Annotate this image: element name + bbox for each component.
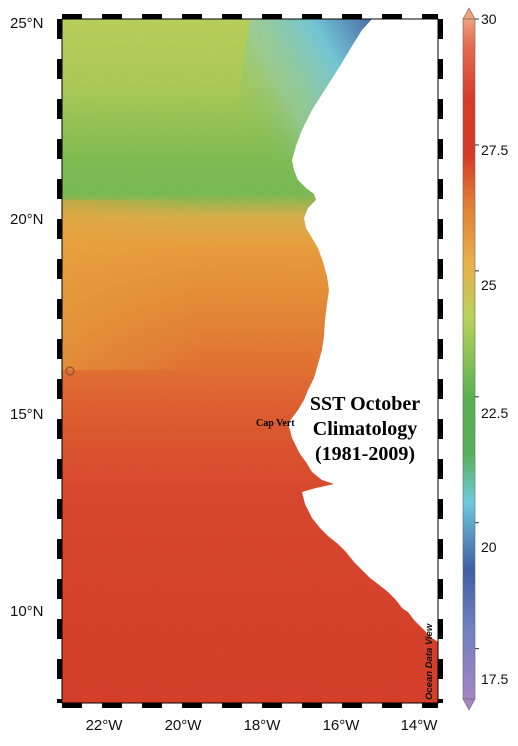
frame-tick-bottom [102,703,122,708]
frame-tick-right [438,179,443,199]
frame-tick-right [438,59,443,79]
frame-tick-right [438,259,443,279]
frame-tick-top [62,14,82,19]
lon-label-18w: 18°W [244,717,282,734]
frame-tick-left [57,419,62,439]
title-line-1: SST October [310,393,420,415]
frame-tick-bottom [302,703,322,708]
frame-tick-bottom [342,703,362,708]
frame-tick-right [438,699,443,703]
cap-vert-label: Cap Vert [256,418,295,429]
frame-tick-right [438,579,443,599]
frame-tick-left [57,19,62,39]
colorbar: 30 27.5 25 22.5 20 17.5 [462,7,508,711]
lon-label-20w: 20°W [165,717,203,734]
frame-tick-left [57,259,62,279]
ocean-data-view-watermark: Ocean Data View [424,623,435,700]
frame-tick-right [438,379,443,399]
frame-tick-top [102,14,122,19]
cb-label-30: 30 [481,11,497,27]
frame-tick-left [57,659,62,679]
lon-label-22w: 22°W [86,717,124,734]
frame-tick-left [57,699,62,703]
colorbar-ticks [475,18,479,650]
frame-tick-top [222,14,242,19]
frame-tick-right [438,19,443,39]
frame-tick-top [262,14,282,19]
frame-tick-top [422,14,438,19]
frame-tick-left [57,579,62,599]
cb-label-27-5: 27.5 [481,142,508,158]
frame-tick-bottom [262,703,282,708]
frame-tick-left [57,619,62,639]
frame-tick-top [142,14,162,19]
colorbar-gradient [462,18,476,700]
frame-tick-right [438,139,443,159]
island-outline [65,366,75,376]
frame-tick-left [57,139,62,159]
lat-label-15n: 15°N [10,406,44,423]
cb-label-25: 25 [481,277,497,293]
frame-tick-left [57,459,62,479]
frame-tick-right [438,99,443,119]
frame-tick-bottom [422,703,438,708]
cb-label-20: 20 [481,539,497,555]
frame-ticks [57,14,443,708]
frame-tick-right [438,299,443,319]
frame-tick-left [57,59,62,79]
frame-tick-right [438,499,443,519]
frame-tick-top [342,14,362,19]
frame-tick-left [57,299,62,319]
frame-tick-left [57,499,62,519]
frame-tick-bottom [382,703,402,708]
frame-tick-left [57,179,62,199]
sst-field: Ocean Data View [62,19,438,703]
frame-tick-top [302,14,322,19]
frame-tick-bottom [182,703,202,708]
frame-tick-top [182,14,202,19]
frame-tick-right [438,539,443,559]
frame-tick-right [438,219,443,239]
lon-label-16w: 16°W [323,717,361,734]
frame-tick-bottom [142,703,162,708]
title-line-2: Climatology [313,418,417,440]
cb-label-22-5: 22.5 [481,405,508,421]
frame-tick-left [57,339,62,359]
lon-axis-labels: 22°W 20°W 18°W 16°W 14°W [86,717,439,734]
frame-tick-right [438,419,443,439]
plot-frame [61,18,439,704]
frame-tick-left [57,219,62,239]
frame-tick-right [438,339,443,359]
frame-tick-top [382,14,402,19]
land-mask-africa [288,19,438,642]
frame-tick-bottom [222,703,242,708]
frame-tick-left [57,379,62,399]
title-line-3: (1981-2009) [315,443,415,465]
frame-tick-right [438,619,443,639]
map-title: SST October Climatology (1981-2009) [310,393,420,465]
frame-tick-right [438,459,443,479]
lat-label-10n: 10°N [10,603,44,620]
frame-tick-left [57,99,62,119]
cb-label-17-5: 17.5 [481,671,508,687]
frame-tick-left [57,539,62,559]
colorbar-top-triangle [462,7,476,20]
frame-tick-bottom [62,703,82,708]
colorbar-bottom-triangle [462,698,476,711]
lat-label-20n: 20°N [10,211,44,228]
frame-tick-right [438,659,443,679]
lat-label-25n: 25°N [10,15,44,32]
lon-label-14w: 14°W [401,717,439,734]
lat-axis-labels: 25°N 20°N 15°N 10°N [10,15,44,620]
